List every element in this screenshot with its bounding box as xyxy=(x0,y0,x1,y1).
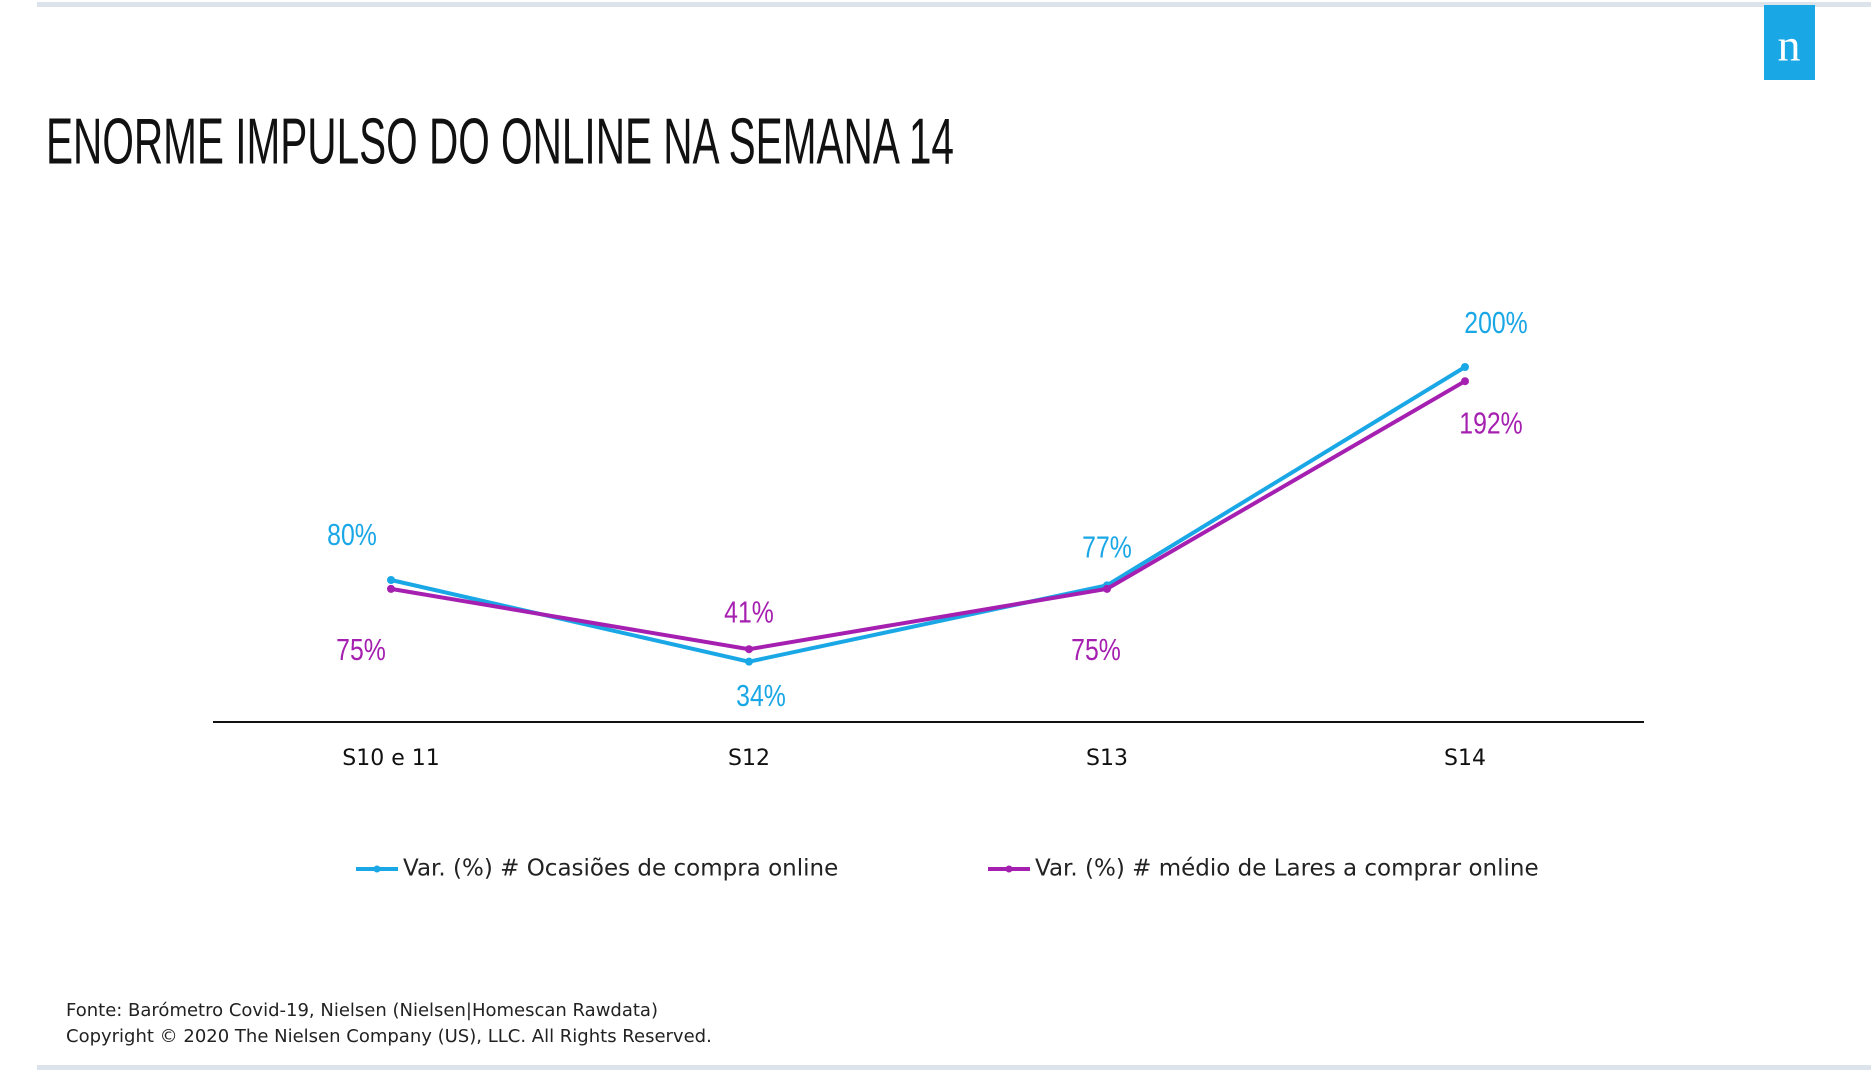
copyright-note: Copyright © 2020 The Nielsen Company (US… xyxy=(66,1026,712,1047)
point xyxy=(1461,377,1469,386)
source-note: Fonte: Barómetro Covid-19, Nielsen (Niel… xyxy=(66,1000,658,1021)
top-rule xyxy=(37,2,1871,7)
chart-title: ENORME IMPULSO DO ONLINE NA SEMANA 14 xyxy=(46,106,954,178)
legend-marker xyxy=(373,865,381,873)
x-tick-label: S14 xyxy=(1444,746,1486,771)
legend-marker xyxy=(1005,865,1013,873)
legend-label: Var. (%) # médio de Lares a comprar onli… xyxy=(1035,856,1539,882)
value-label: 75% xyxy=(336,632,386,666)
bottom-rule xyxy=(37,1065,1871,1070)
point xyxy=(745,645,753,654)
logo-box xyxy=(1764,5,1815,80)
value-label: 77% xyxy=(1082,530,1132,564)
value-label: 34% xyxy=(736,678,786,712)
series-line xyxy=(390,379,1467,652)
legend-label: Var. (%) # Ocasiões de compra online xyxy=(403,856,838,882)
value-label: 80% xyxy=(327,518,377,552)
point xyxy=(1461,363,1469,371)
value-label: 75% xyxy=(1071,632,1121,666)
value-label: 200% xyxy=(1464,306,1527,340)
x-tick-label: S13 xyxy=(1086,746,1128,771)
point xyxy=(745,657,753,666)
point xyxy=(1103,584,1111,593)
x-tick-label: S12 xyxy=(728,746,770,771)
x-tick-label: S10 e 11 xyxy=(342,746,439,771)
logo: n xyxy=(1778,20,1801,71)
value-label: 192% xyxy=(1459,406,1522,440)
point xyxy=(387,584,395,593)
value-label: 41% xyxy=(724,595,774,629)
point xyxy=(387,576,395,584)
